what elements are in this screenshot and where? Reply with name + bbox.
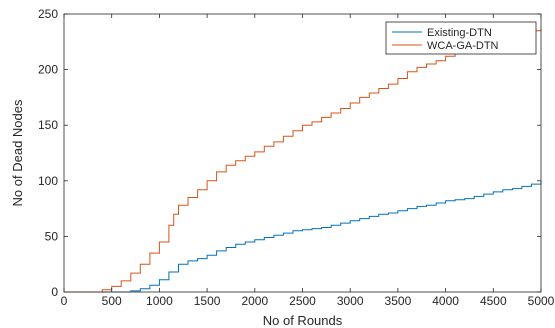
y-tick-label: 250 xyxy=(38,7,58,21)
legend-box xyxy=(385,21,537,55)
x-tick-label: 0 xyxy=(61,294,68,308)
x-tick-label: 2000 xyxy=(241,294,268,308)
legend-label-1: WCA-GA-DTN xyxy=(427,40,499,52)
y-tick-label: 100 xyxy=(38,174,58,188)
plot-area xyxy=(64,14,541,292)
series-line-0 xyxy=(64,180,542,293)
x-tick-label: 1500 xyxy=(194,294,221,308)
legend-label-0: Existing-DTN xyxy=(427,27,492,39)
x-tick-label: 5000 xyxy=(528,294,555,308)
y-tick-label: 150 xyxy=(38,118,58,132)
y-axis-label: No of Dead Nodes xyxy=(10,99,25,206)
x-axis-label: No of Rounds xyxy=(263,313,343,328)
x-tick-label: 1000 xyxy=(146,294,173,308)
x-tick-label: 2500 xyxy=(289,294,316,308)
x-tick-label: 500 xyxy=(102,294,122,308)
y-tick-label: 50 xyxy=(45,229,59,243)
x-tick-label: 3500 xyxy=(385,294,412,308)
y-tick-label: 0 xyxy=(51,285,58,299)
x-tick-label: 4000 xyxy=(432,294,459,308)
x-tick-label: 4500 xyxy=(480,294,507,308)
y-tick-label: 200 xyxy=(38,63,58,77)
x-tick-label: 3000 xyxy=(337,294,364,308)
